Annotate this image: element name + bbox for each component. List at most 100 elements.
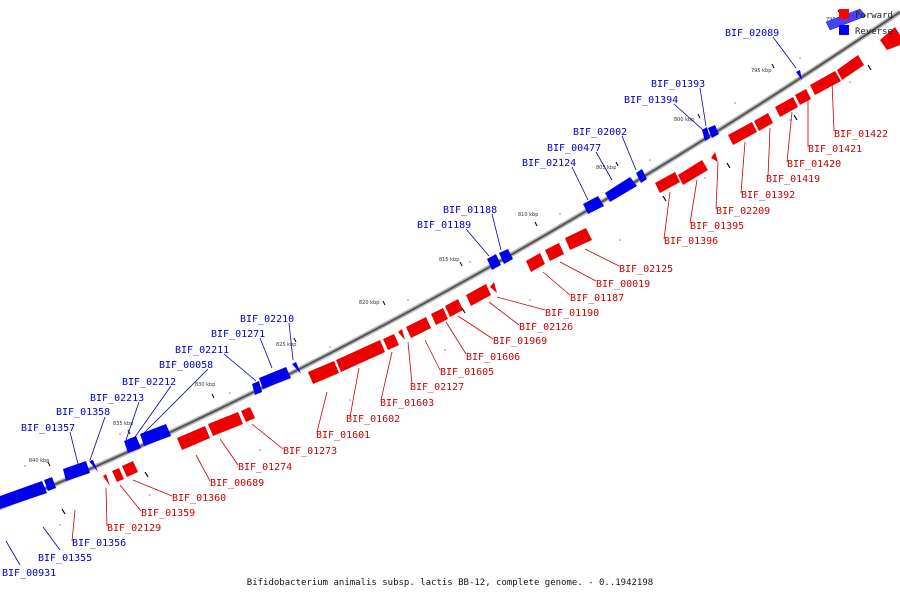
gene-forward[interactable] [208, 412, 243, 436]
reverse-gene-labels [5, 36, 797, 566]
gene-label-forward[interactable]: BIF_01606 [466, 352, 520, 363]
gene-forward[interactable] [565, 228, 592, 250]
gene-label-forward[interactable]: BIF_01395 [690, 221, 744, 232]
gene-label-reverse[interactable]: BIF_02211 [175, 345, 229, 356]
gene-label-reverse[interactable]: BIF_02212 [122, 377, 176, 388]
gene-forward[interactable] [445, 299, 463, 317]
gene-reverse[interactable] [702, 127, 710, 141]
gene-label-reverse[interactable]: BIF_02213 [90, 393, 144, 404]
gene-forward[interactable] [775, 97, 798, 117]
gene-reverse[interactable] [63, 461, 90, 481]
gene-reverse[interactable] [605, 177, 637, 202]
gene-forward[interactable] [754, 113, 773, 131]
gene-label-forward[interactable]: BIF_01187 [570, 293, 624, 304]
tick-label: 800 kbp [674, 117, 694, 123]
gene-label-reverse[interactable]: BIF_01355 [38, 553, 92, 564]
gene-label-forward[interactable]: BIF_01422 [834, 129, 888, 140]
gene-label-forward[interactable]: BIF_01359 [141, 508, 195, 519]
gene-forward[interactable] [336, 340, 385, 372]
gene-label-reverse[interactable]: BIF_01393 [651, 79, 705, 90]
gene-label-reverse[interactable]: BIF_02124 [522, 158, 576, 169]
gene-forward[interactable] [431, 308, 448, 325]
gene-label-forward[interactable]: BIF_01392 [741, 190, 795, 201]
gene-label-forward[interactable]: BIF_02129 [107, 523, 161, 534]
gene-reverse[interactable] [487, 254, 501, 270]
gene-reverse[interactable] [252, 381, 262, 395]
gene-reverse[interactable] [89, 460, 98, 472]
gene-label-forward[interactable]: BIF_01605 [440, 367, 494, 378]
gene-label-forward[interactable]: BIF_01969 [493, 336, 547, 347]
gene-label-reverse[interactable]: BIF_02210 [240, 314, 294, 325]
gene-label-forward[interactable]: BIF_01419 [766, 174, 820, 185]
forward-gene-labels [71, 81, 835, 542]
gene-reverse[interactable] [259, 367, 291, 389]
gene-label-forward[interactable]: BIF_01274 [238, 462, 292, 473]
gene-forward[interactable] [177, 426, 210, 450]
gene-label-forward[interactable]: BIF_01396 [664, 236, 718, 247]
gene-label-reverse[interactable]: BIF_01394 [624, 95, 678, 106]
gene-label-reverse[interactable]: BIF_01357 [21, 423, 75, 434]
forward-gene-label-texts: BIF_01422 BIF_01421 BIF_01420 BIF_01419 … [72, 129, 888, 549]
guide-dots [24, 57, 851, 526]
gene-forward[interactable] [545, 243, 564, 261]
gene-forward[interactable] [466, 284, 491, 306]
gene-label-reverse[interactable]: BIF_01358 [56, 407, 110, 418]
legend: Forward Reverse [839, 9, 893, 37]
gene-forward[interactable] [308, 361, 339, 384]
gene-label-reverse[interactable]: BIF_00931 [2, 568, 56, 579]
gene-label-reverse[interactable]: BIF_01188 [443, 205, 497, 216]
gene-label-reverse[interactable]: BIF_00477 [547, 143, 601, 154]
gene-forward[interactable] [383, 334, 399, 350]
gene-label-forward[interactable]: BIF_02127 [410, 382, 464, 393]
gene-label-reverse[interactable]: BIF_01189 [417, 220, 471, 231]
tick-label: 835 kbp [113, 421, 133, 427]
gene-forward[interactable] [795, 89, 811, 105]
gene-reverse[interactable] [44, 477, 56, 491]
gene-label-forward[interactable]: BIF_01420 [787, 159, 841, 170]
gene-label-forward[interactable]: BIF_01273 [283, 446, 337, 457]
reverse-genes [0, 8, 867, 509]
gene-reverse[interactable] [292, 362, 301, 374]
gene-reverse[interactable] [708, 125, 719, 138]
gene-label-forward[interactable]: BIF_01356 [72, 538, 126, 549]
gene-forward[interactable] [711, 152, 718, 162]
gene-label-forward[interactable]: BIF_01360 [172, 493, 226, 504]
gene-label-forward[interactable]: BIF_02126 [519, 322, 573, 333]
gene-forward[interactable] [122, 461, 138, 477]
gene-reverse[interactable] [583, 196, 604, 214]
gene-forward[interactable] [678, 160, 708, 185]
gene-label-forward[interactable]: BIF_00019 [596, 279, 650, 290]
tick-label: 810 kbp [518, 212, 538, 218]
gene-label-reverse[interactable]: BIF_00058 [159, 360, 213, 371]
gene-reverse[interactable] [124, 436, 141, 453]
gene-label-forward[interactable]: BIF_01421 [808, 144, 862, 155]
gene-label-reverse[interactable]: BIF_02089 [725, 28, 779, 39]
tick-label: 815 kbp [439, 257, 459, 263]
gene-label-forward[interactable]: BIF_01601 [316, 430, 370, 441]
gene-forward[interactable] [490, 282, 497, 293]
gene-forward[interactable] [241, 407, 255, 422]
gene-forward[interactable] [810, 71, 841, 95]
gene-label-forward[interactable]: BIF_01603 [380, 398, 434, 409]
gene-forward[interactable] [406, 317, 431, 338]
gene-label-reverse[interactable]: BIF_01271 [211, 329, 265, 340]
gene-forward[interactable] [837, 55, 864, 80]
gene-forward[interactable] [728, 122, 757, 145]
gene-label-forward[interactable]: BIF_02125 [619, 264, 673, 275]
gene-reverse[interactable] [499, 249, 513, 264]
gene-label-forward[interactable]: BIF_01190 [545, 308, 599, 319]
gene-forward[interactable] [398, 329, 405, 340]
gene-forward[interactable] [880, 27, 900, 50]
gene-reverse[interactable] [140, 424, 171, 446]
gene-reverse[interactable] [796, 70, 802, 80]
gene-forward[interactable] [103, 474, 110, 486]
gene-forward[interactable] [112, 468, 124, 482]
gene-forward[interactable] [526, 253, 545, 272]
gene-label-reverse[interactable]: BIF_02002 [573, 127, 627, 138]
gene-label-forward[interactable]: BIF_00689 [210, 478, 264, 489]
gene-reverse[interactable] [636, 169, 647, 183]
gene-label-forward[interactable]: BIF_02209 [716, 206, 770, 217]
gene-reverse[interactable] [0, 481, 47, 509]
gene-forward[interactable] [655, 172, 680, 193]
gene-label-forward[interactable]: BIF_01602 [346, 414, 400, 425]
